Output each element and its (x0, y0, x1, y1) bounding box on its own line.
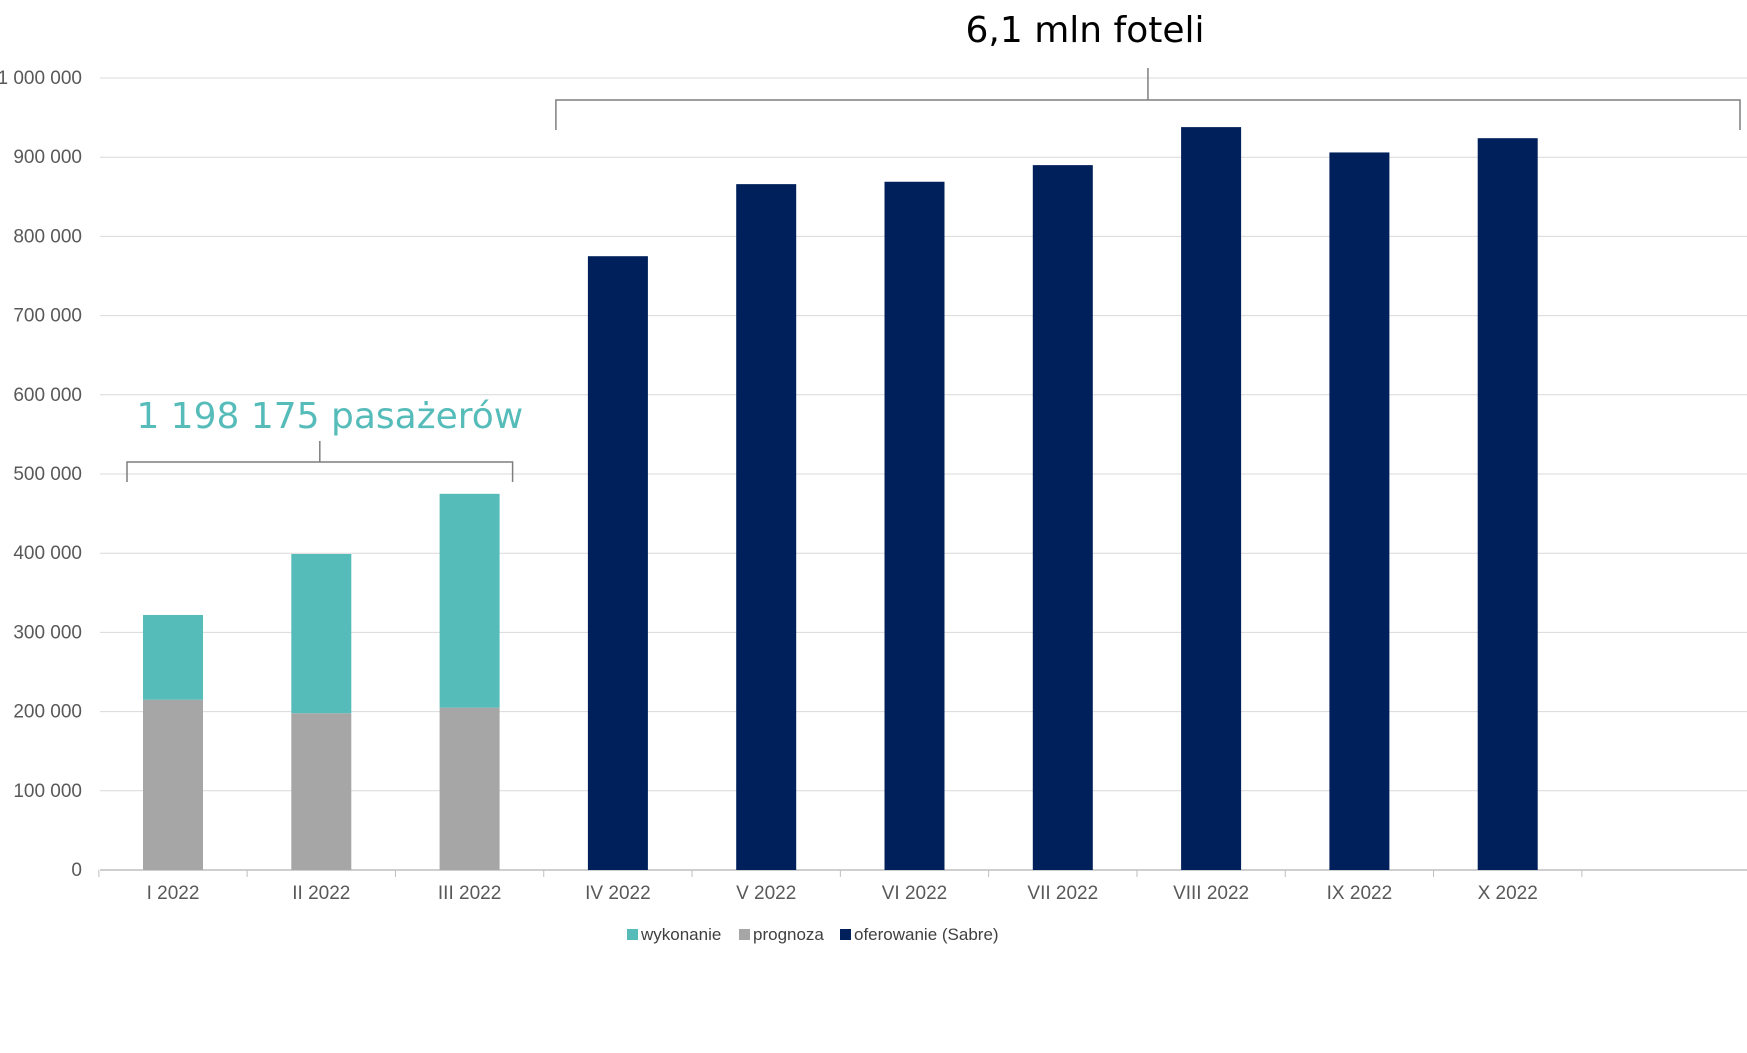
x-tick-label: VIII 2022 (1173, 883, 1249, 904)
y-tick-label: 400 000 (13, 543, 82, 564)
bar-wykonanie (291, 553, 352, 714)
x-axis-ticks: I 2022 II 2022 III 2022 IV 2022 V 2022 VI 202… (98, 870, 1583, 904)
y-tick-label: 100 000 (13, 781, 82, 802)
bar-wykonanie (143, 614, 203, 700)
y-tick-label: 300 000 (13, 622, 82, 643)
passengers-annotation: 1 198 175 pasażerów (136, 396, 523, 437)
y-tick-label: 0 (71, 860, 82, 881)
y-tick-label: 800 000 (13, 226, 82, 247)
bar-prognoza (439, 707, 500, 870)
y-tick-label: 500 000 (13, 464, 82, 485)
bars (143, 127, 1538, 871)
x-tick-label: X 2022 (1478, 883, 1538, 904)
seats-bracket (555, 68, 1741, 130)
y-tick-label: 700 000 (13, 306, 82, 327)
legend-label-oferowanie: oferowanie (Sabre) (854, 925, 999, 944)
x-tick-label: VII 2022 (1027, 883, 1098, 904)
legend-label-wykonanie: wykonanie (640, 925, 721, 944)
bar-oferowanie (1032, 165, 1093, 870)
legend-swatch-prognoza (739, 929, 750, 940)
x-tick-label: I 2022 (147, 883, 200, 904)
x-tick-label: IV 2022 (585, 883, 651, 904)
y-tick-label: 900 000 (13, 147, 82, 168)
seats-annotation: 6,1 mln foteli (966, 10, 1205, 51)
bar-wykonanie (439, 493, 500, 708)
bar-prognoza (143, 699, 203, 870)
y-tick-label: 1 000 000 (0, 68, 82, 89)
x-tick-label: IX 2022 (1327, 883, 1393, 904)
x-tick-label: III 2022 (438, 883, 501, 904)
legend: wykonanie prognoza oferowanie (Sabre) (627, 925, 999, 944)
legend-swatch-oferowanie (840, 929, 851, 940)
bar-oferowanie (1329, 152, 1390, 870)
bar-oferowanie (587, 256, 648, 870)
x-tick-label: VI 2022 (882, 883, 948, 904)
bar-oferowanie (884, 181, 945, 870)
passengers-bracket (126, 441, 514, 482)
y-tick-label: 200 000 (13, 702, 82, 723)
bar-oferowanie (1477, 138, 1538, 870)
y-tick-label: 600 000 (13, 385, 82, 406)
x-tick-label: II 2022 (292, 883, 350, 904)
annotations: 1 198 175 pasażerów 6,1 mln foteli (126, 10, 1741, 482)
legend-label-prognoza: prognoza (753, 925, 824, 944)
x-tick-label: V 2022 (736, 883, 796, 904)
bar-oferowanie (736, 184, 797, 871)
legend-swatch-wykonanie (627, 929, 638, 940)
y-axis-ticks: 0 100 000 200 000 300 000 400 000 500 000 600 … (0, 68, 82, 881)
bar-oferowanie (1181, 127, 1242, 870)
bar-prognoza (291, 713, 352, 870)
